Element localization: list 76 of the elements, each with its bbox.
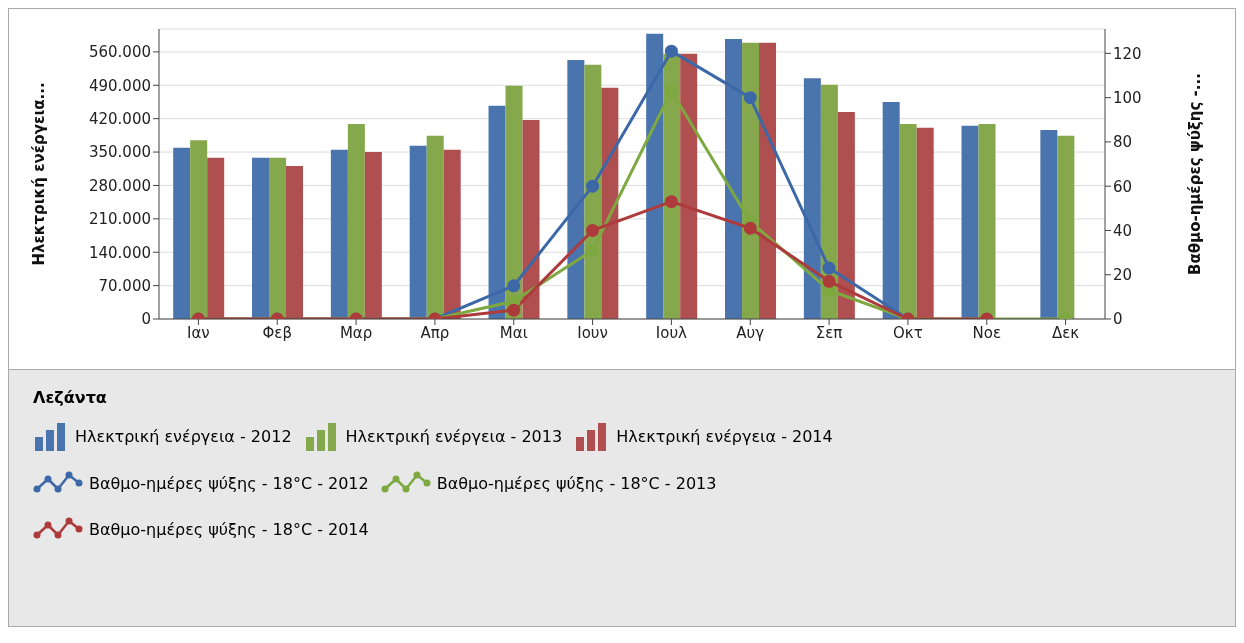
x-tick-label: Σεπ	[815, 323, 843, 342]
y2-tick-label: 40	[1113, 221, 1133, 240]
bar	[1057, 135, 1075, 319]
bar	[978, 123, 996, 319]
bar	[837, 111, 855, 319]
x-tick-label: Απρ	[420, 323, 450, 342]
y-tick-label: 350.000	[88, 143, 151, 162]
bar	[1040, 130, 1058, 319]
legend-label: Ηλεκτρική ενέργεια - 2014	[616, 426, 833, 446]
bar	[207, 157, 225, 319]
y2-tick-label: 80	[1113, 133, 1133, 152]
bar	[330, 149, 348, 319]
bar	[173, 147, 191, 319]
x-tick-label: Αυγ	[736, 323, 765, 342]
x-tick-label: Νοε	[972, 323, 1002, 342]
point	[664, 44, 678, 58]
legend-title: Λεζάντα	[33, 388, 108, 407]
y2-tick-label: 60	[1113, 177, 1133, 196]
legend-label: Βαθμο-ημέρες ψύξης - 18°C - 2012	[89, 473, 369, 493]
bar	[882, 101, 900, 319]
y2-tick-label: 100	[1113, 88, 1142, 107]
x-tick-label: Μαι	[499, 323, 528, 342]
x-tick-label: Ιουν	[577, 323, 608, 342]
x-tick-label: Δεκ	[1051, 323, 1080, 342]
bar	[916, 127, 934, 319]
x-tick-label: Ιουλ	[655, 323, 688, 342]
y-tick-label: 70.000	[98, 276, 151, 295]
legend-label: Βαθμο-ημέρες ψύξης - 18°C - 2013	[436, 473, 717, 493]
bar	[269, 157, 287, 319]
point	[822, 274, 836, 288]
point	[743, 91, 757, 105]
y-tick-label: 560.000	[88, 43, 151, 62]
point	[586, 179, 600, 193]
bar	[803, 78, 821, 319]
bar	[522, 120, 540, 319]
bar	[725, 39, 743, 319]
y-axis-title: Ηλεκτρική ενέργεια...	[30, 82, 49, 266]
bar	[601, 87, 619, 319]
y2-tick-label: 120	[1113, 44, 1142, 63]
legend-label: Βαθμο-ημέρες ψύξης - 18°C - 2014	[89, 519, 369, 539]
point	[664, 195, 678, 209]
y2-tick-label: 20	[1113, 266, 1133, 285]
bar	[252, 157, 270, 319]
bar	[488, 105, 506, 319]
point	[822, 261, 836, 275]
y-tick-label: 420.000	[88, 110, 151, 128]
bar	[567, 60, 585, 319]
y2-axis-title: Βαθμο-ημέρες ψύξης -...	[1186, 73, 1205, 275]
bar	[364, 152, 382, 319]
y-tick-label: 0	[141, 310, 151, 329]
bar	[646, 33, 664, 319]
legend-label: Ηλεκτρική ενέργεια - 2012	[75, 426, 292, 446]
y-tick-label: 140.000	[88, 243, 151, 262]
x-tick-label: Ιαν	[187, 323, 210, 342]
point	[664, 84, 678, 98]
x-tick-label: Μαρ	[339, 323, 373, 342]
point	[586, 243, 600, 257]
y-tick-label: 490.000	[88, 76, 151, 95]
point	[507, 279, 521, 293]
x-tick-label: Φεβ	[262, 323, 292, 342]
bar	[680, 53, 698, 319]
y-tick-label: 210.000	[88, 210, 151, 229]
bar	[190, 140, 208, 319]
x-tick-label: Οκτ	[893, 323, 923, 342]
point	[586, 223, 600, 237]
bar	[409, 145, 427, 319]
bar	[347, 123, 365, 319]
point	[743, 221, 757, 235]
y-tick-label: 280.000	[88, 176, 151, 195]
bar	[286, 165, 304, 319]
y2-tick-label: 0	[1113, 310, 1123, 329]
bar	[961, 125, 979, 319]
bar	[899, 123, 917, 319]
bar	[759, 42, 777, 319]
point	[507, 303, 521, 317]
legend-label: Ηλεκτρική ενέργεια - 2013	[345, 426, 563, 446]
